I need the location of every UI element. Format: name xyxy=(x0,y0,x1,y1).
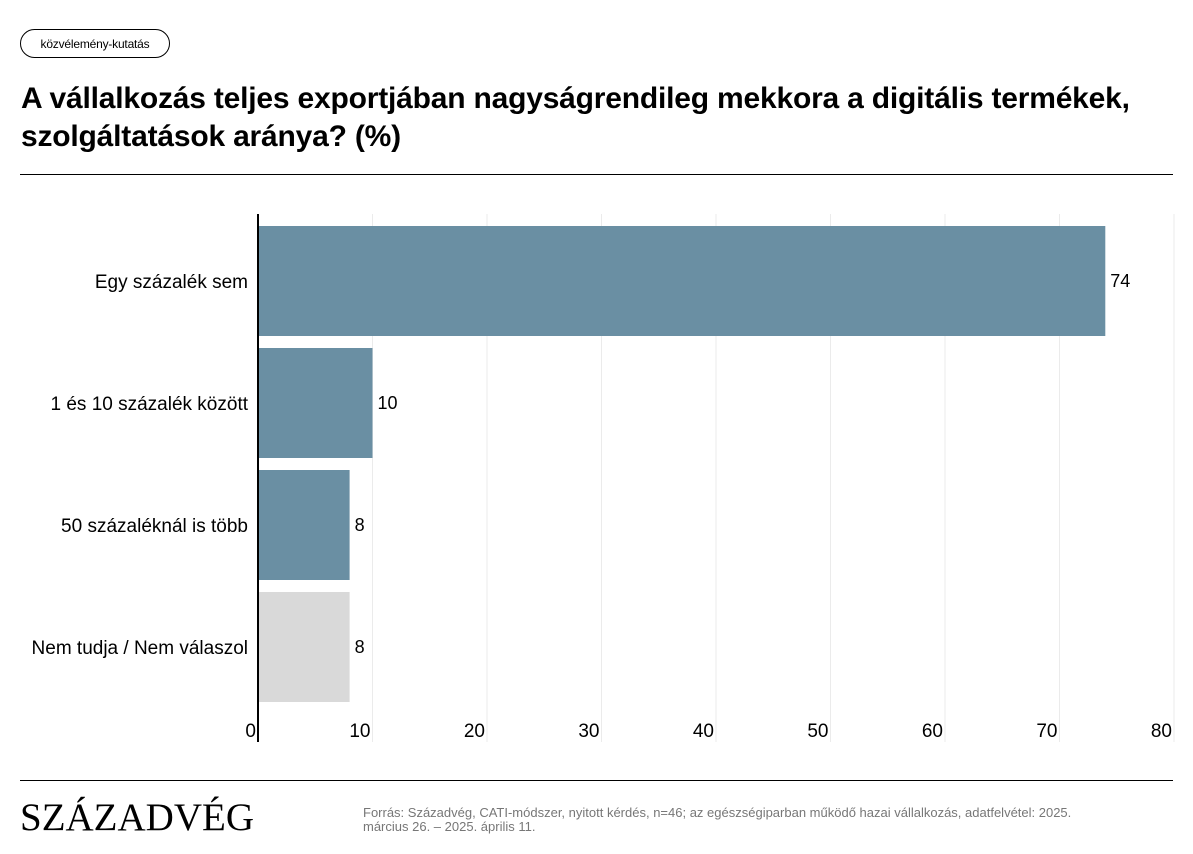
category-label: Nem tudja / Nem válaszol xyxy=(32,638,248,659)
x-axis-ticks: 0 10 20 30 40 50 60 70 80 xyxy=(245,721,1172,742)
bars xyxy=(258,226,1106,702)
category-tag-label: közvélemény-kutatás xyxy=(40,36,150,51)
x-tick-label: 20 xyxy=(464,721,485,742)
value-label: 8 xyxy=(355,637,365,657)
category-labels: Egy százalék sem 1 és 10 százalék között 5… xyxy=(32,272,249,659)
x-tick-label: 50 xyxy=(807,721,828,742)
x-tick-label: 80 xyxy=(1151,721,1172,742)
bar xyxy=(258,470,350,580)
publisher-logo: SZÁZADVÉG xyxy=(20,796,254,839)
bar-chart: Egy százalék sem 1 és 10 százalék között 5… xyxy=(32,214,1175,742)
value-label: 10 xyxy=(378,393,398,413)
value-label: 8 xyxy=(355,515,365,535)
chart-title: A vállalkozás teljes exportjában nagyság… xyxy=(21,82,1130,153)
bar xyxy=(258,348,373,458)
category-label: 1 és 10 százalék között xyxy=(51,394,249,415)
x-tick-label: 30 xyxy=(578,721,599,742)
category-tag: közvélemény-kutatás xyxy=(20,29,170,58)
bar xyxy=(258,226,1106,336)
source-note: Forrás: Századvég, CATI-módszer, nyitott… xyxy=(363,805,1072,834)
value-label: 74 xyxy=(1110,271,1130,291)
category-label: Egy százalék sem xyxy=(95,272,248,293)
footer-divider xyxy=(20,780,1173,781)
x-tick-label: 70 xyxy=(1036,721,1057,742)
category-label: 50 százaléknál is több xyxy=(61,516,248,537)
title-divider xyxy=(20,174,1173,175)
value-labels: 74 10 8 8 xyxy=(355,271,1131,657)
x-tick-label: 60 xyxy=(922,721,943,742)
x-tick-label: 0 xyxy=(245,721,256,742)
bar xyxy=(258,592,350,702)
x-tick-label: 10 xyxy=(349,721,370,742)
x-tick-label: 40 xyxy=(693,721,714,742)
